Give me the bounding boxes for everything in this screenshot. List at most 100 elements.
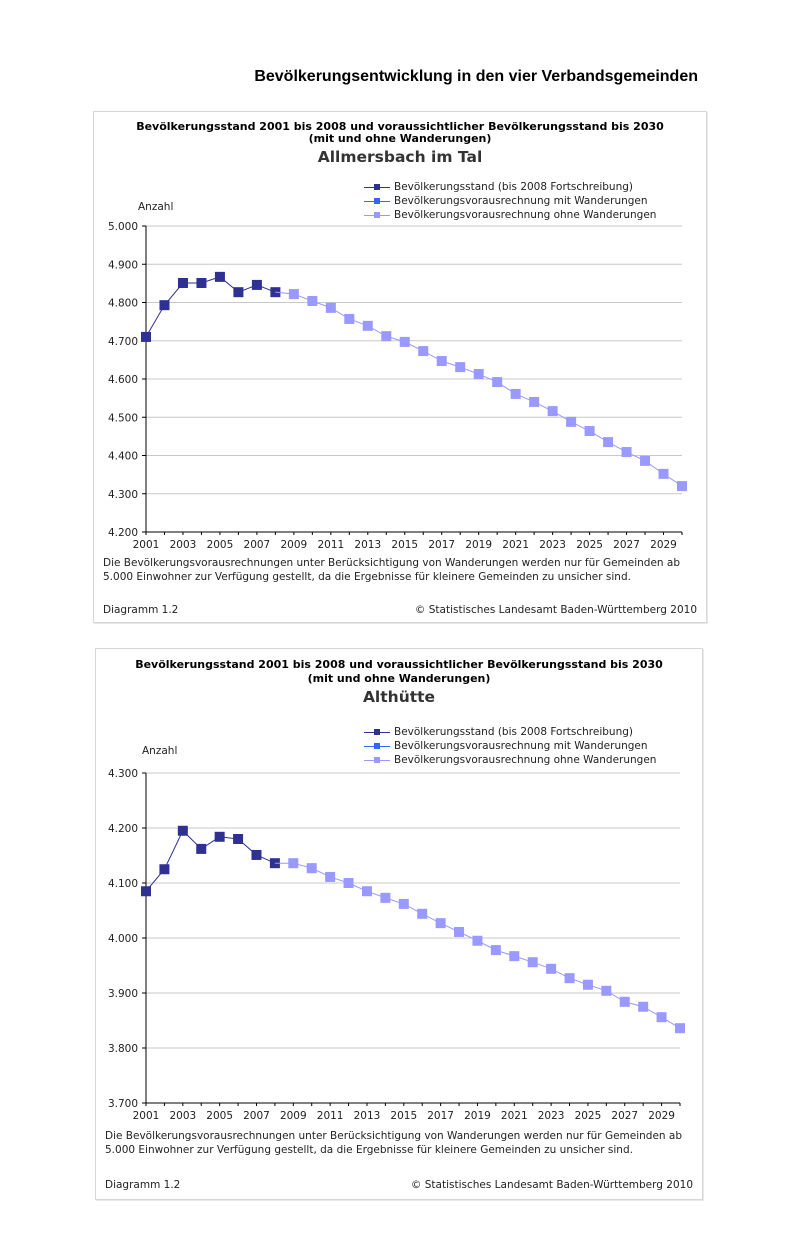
x-tick-label: 2011	[317, 539, 344, 551]
x-tick-label: 2021	[502, 539, 529, 551]
legend-item-mit-wanderungen: Bevölkerungsvorausrechnung mit Wanderung…	[364, 195, 648, 207]
data-point	[344, 313, 355, 324]
x-tick-label: 2011	[317, 1110, 344, 1122]
data-point	[399, 336, 410, 347]
chart-panel-allmersbach: Bevölkerungsstand 2001 bis 2008 und vora…	[93, 111, 707, 623]
x-tick-label: 2009	[280, 539, 307, 551]
legend-marker-icon	[364, 727, 390, 737]
y-tick-label: 4.000	[108, 933, 138, 945]
legend-label: Bevölkerungsvorausrechnung ohne Wanderun…	[394, 754, 657, 766]
data-point	[361, 886, 372, 897]
x-tick-label: 2025	[575, 1110, 602, 1122]
data-point	[417, 908, 428, 919]
legend-item-ohne-wanderungen: Bevölkerungsvorausrechnung ohne Wanderun…	[364, 209, 656, 221]
data-point	[473, 369, 484, 380]
x-tick-label: 2027	[613, 539, 640, 551]
legend-label: Bevölkerungsvorausrechnung mit Wanderung…	[394, 740, 648, 752]
data-point	[196, 843, 207, 854]
source-credit: © Statistisches Landesamt Baden-Württemb…	[410, 1179, 693, 1191]
data-point	[510, 388, 521, 399]
legend-item-historical: Bevölkerungsstand (bis 2008 Fortschreibu…	[364, 181, 633, 193]
chart-title-line2: (mit und ohne Wanderungen)	[308, 132, 492, 145]
data-point	[307, 295, 318, 306]
data-point	[529, 396, 540, 407]
chart-title: Bevölkerungsstand 2001 bis 2008 und vora…	[136, 120, 664, 133]
data-point	[398, 898, 409, 909]
data-point	[527, 957, 538, 968]
series-line	[275, 291, 683, 487]
data-point	[418, 346, 429, 357]
data-point	[380, 892, 391, 903]
chart-plot-1: 3.700 3.800 3.900 4.000 4.100 4.200 4.300 2001 2…	[108, 768, 685, 1122]
y-tick-label: 4.400	[108, 451, 138, 463]
y-axis-label: Anzahl	[138, 201, 174, 213]
chart-subtitle: Allmersbach im Tal	[317, 148, 483, 166]
y-axis-label: Anzahl	[142, 745, 178, 757]
data-point	[509, 951, 520, 962]
chart-plot-0: 4.200 4.300 4.400 4.500 4.600 4.700 4.800 4.900…	[108, 221, 687, 551]
data-point	[214, 831, 225, 842]
chart-title-line2: (mit und ohne Wanderungen)	[307, 672, 491, 685]
data-point	[454, 926, 465, 937]
data-point	[159, 300, 170, 311]
data-point	[472, 935, 483, 946]
x-tick-label: 2009	[280, 1110, 307, 1122]
legend-label: Bevölkerungsvorausrechnung mit Wanderung…	[394, 195, 648, 207]
data-point	[658, 468, 669, 479]
page-title: Bevölkerungsentwicklung in den vier Verb…	[254, 68, 698, 85]
data-point	[547, 406, 558, 417]
data-point	[288, 858, 299, 869]
x-tick-label: 2021	[501, 1110, 528, 1122]
source-credit: © Statistisches Landesamt Baden-Württemb…	[414, 604, 697, 616]
legend-marker-icon	[364, 741, 390, 751]
y-tick-label: 5.000	[108, 221, 138, 233]
y-tick-label: 3.900	[108, 988, 138, 1000]
y-tick-label: 3.800	[108, 1043, 138, 1055]
legend-label: Bevölkerungsstand (bis 2008 Fortschreibu…	[394, 181, 633, 193]
legend-item-mit-wanderungen: Bevölkerungsvorausrechnung mit Wanderung…	[364, 740, 648, 752]
x-tick-label: 2015	[391, 539, 418, 551]
data-point	[233, 287, 244, 298]
diagram-label: Diagramm 1.2	[105, 1179, 181, 1191]
x-tick-label: 2013	[354, 539, 381, 551]
data-point	[436, 356, 447, 367]
y-tick-label: 4.700	[108, 336, 138, 348]
legend-item-historical: Bevölkerungsstand (bis 2008 Fortschreibu…	[364, 726, 633, 738]
data-point	[233, 834, 244, 844]
data-point	[546, 963, 557, 974]
x-tick-label: 2019	[465, 539, 492, 551]
data-point	[362, 320, 373, 331]
legend-marker-icon	[364, 196, 390, 206]
x-tick-label: 2007	[244, 539, 271, 551]
data-point	[177, 277, 188, 288]
y-tick-label: 3.700	[108, 1098, 138, 1110]
data-point	[490, 945, 501, 956]
x-tick-label: 2003	[169, 1110, 196, 1122]
data-point	[435, 918, 446, 929]
chart-panel-althuette: Bevölkerungsstand 2001 bis 2008 und vora…	[95, 648, 703, 1200]
chart-title: Bevölkerungsstand 2001 bis 2008 und vora…	[135, 658, 663, 671]
y-tick-label: 4.200	[108, 527, 138, 539]
x-tick-label: 2017	[428, 539, 455, 551]
x-tick-label: 2023	[538, 1110, 565, 1122]
y-tick-label: 4.800	[108, 298, 138, 310]
legend-marker-icon	[364, 182, 390, 192]
x-tick-label: 2017	[427, 1110, 454, 1122]
data-point	[159, 864, 170, 875]
chart-subtitle: Althütte	[362, 688, 436, 706]
y-tick-label: 4.100	[108, 878, 138, 890]
data-point	[640, 455, 651, 466]
data-point	[619, 996, 630, 1007]
diagram-label: Diagramm 1.2	[103, 604, 179, 616]
data-point	[492, 377, 503, 388]
legend-label: Bevölkerungsstand (bis 2008 Fortschreibu…	[394, 726, 633, 738]
data-point	[141, 886, 151, 897]
data-point	[177, 825, 188, 836]
x-tick-label: 2007	[243, 1110, 270, 1122]
data-point	[601, 985, 612, 996]
y-tick-label: 4.600	[108, 374, 138, 386]
data-point	[214, 271, 225, 282]
x-tick-label: 2029	[648, 1110, 675, 1122]
data-point	[656, 1012, 667, 1023]
